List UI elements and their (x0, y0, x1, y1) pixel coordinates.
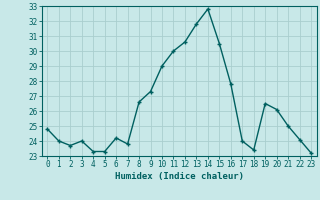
X-axis label: Humidex (Indice chaleur): Humidex (Indice chaleur) (115, 172, 244, 181)
